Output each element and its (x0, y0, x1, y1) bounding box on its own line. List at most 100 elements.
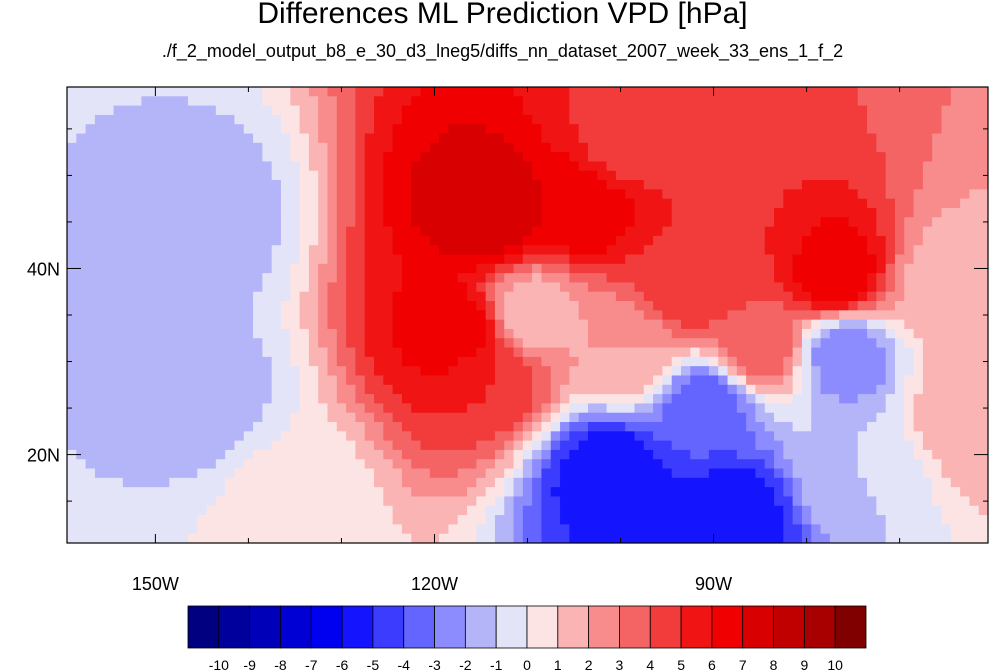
field-cell (727, 384, 738, 395)
field-cell (308, 394, 319, 405)
field-cell (364, 235, 375, 246)
field-cell (290, 133, 301, 144)
field-cell (699, 449, 710, 460)
field-cell (783, 422, 794, 432)
field-cell (104, 515, 115, 525)
field-cell (187, 170, 198, 181)
field-cell (671, 431, 682, 442)
field-cell (792, 375, 803, 386)
field-cell (569, 459, 580, 470)
field-cell (857, 524, 868, 535)
colorbar-label: 6 (708, 657, 716, 672)
field-cell (625, 384, 636, 395)
field-cell (876, 170, 887, 181)
field-cell (801, 468, 812, 479)
field-cell (234, 263, 245, 274)
field-cell (615, 217, 626, 228)
field-cell (448, 459, 459, 470)
field-cell (634, 152, 645, 163)
field-cell (550, 431, 561, 442)
field-cell (94, 310, 105, 321)
field-cell (160, 198, 170, 209)
field-cell (922, 263, 933, 274)
field-cell (811, 291, 822, 302)
field-cell (271, 412, 282, 423)
field-cell (736, 273, 747, 284)
field-cell (764, 319, 775, 330)
field-cell (420, 226, 431, 237)
field-cell (681, 254, 691, 265)
field-cell (792, 217, 803, 228)
field-cell (718, 422, 729, 432)
field-cell (355, 180, 366, 190)
field-cell (280, 87, 291, 97)
field-cell (681, 217, 691, 228)
field-cell (187, 319, 198, 330)
field-cell (113, 152, 124, 163)
field-cell (960, 96, 970, 107)
field-cell (150, 226, 161, 237)
field-cell (234, 533, 245, 543)
field-cell (774, 291, 784, 302)
field-cell (811, 263, 822, 274)
field-cell (169, 328, 180, 339)
field-cell (85, 170, 96, 181)
field-cell (243, 356, 254, 367)
field-cell (504, 142, 515, 153)
field-cell (532, 142, 543, 153)
field-cell (485, 301, 496, 311)
field-cell (85, 133, 96, 144)
field-cell (671, 105, 682, 116)
field-cell (643, 170, 654, 181)
field-cell (681, 235, 691, 246)
field-cell (429, 263, 440, 274)
field-cell (671, 254, 682, 265)
field-cell (336, 412, 347, 423)
field-cell (494, 152, 505, 163)
field-cell (662, 449, 673, 460)
field-cell (904, 477, 915, 488)
field-cell (215, 440, 226, 451)
field-cell (811, 356, 822, 367)
field-cell (662, 310, 673, 321)
field-cell (839, 328, 850, 339)
field-cell (783, 384, 794, 395)
field-cell (681, 273, 691, 284)
field-cell (578, 152, 589, 163)
field-cell (299, 254, 310, 265)
field-cell (299, 384, 310, 395)
field-cell (243, 375, 254, 386)
field-cell (178, 394, 189, 405)
field-cell (420, 161, 431, 172)
field-cell (857, 254, 868, 265)
field-cell (485, 161, 496, 172)
field-cell (839, 254, 850, 265)
field-cell (643, 235, 654, 246)
field-cell (280, 328, 291, 339)
field-cell (960, 412, 970, 423)
field-cell (439, 356, 450, 367)
field-cell (234, 105, 245, 116)
field-cell (746, 152, 757, 163)
field-cell (160, 161, 170, 172)
field-cell (820, 114, 831, 125)
field-cell (764, 412, 775, 423)
colorbar-label: -5 (367, 657, 380, 672)
field-cell (290, 87, 301, 97)
field-cell (839, 273, 850, 284)
field-cell (653, 375, 663, 386)
field-cell (829, 207, 840, 218)
field-cell (606, 217, 617, 228)
field-cell (727, 338, 738, 349)
field-cell (606, 142, 617, 153)
field-cell (950, 263, 961, 274)
field-cell (364, 459, 375, 470)
field-cell (792, 87, 803, 97)
field-cell (801, 356, 812, 367)
field-cell (783, 505, 794, 516)
field-cell (857, 87, 868, 97)
field-cell (727, 152, 738, 163)
field-cell (206, 422, 217, 432)
field-cell (299, 114, 310, 125)
field-cell (597, 366, 608, 377)
